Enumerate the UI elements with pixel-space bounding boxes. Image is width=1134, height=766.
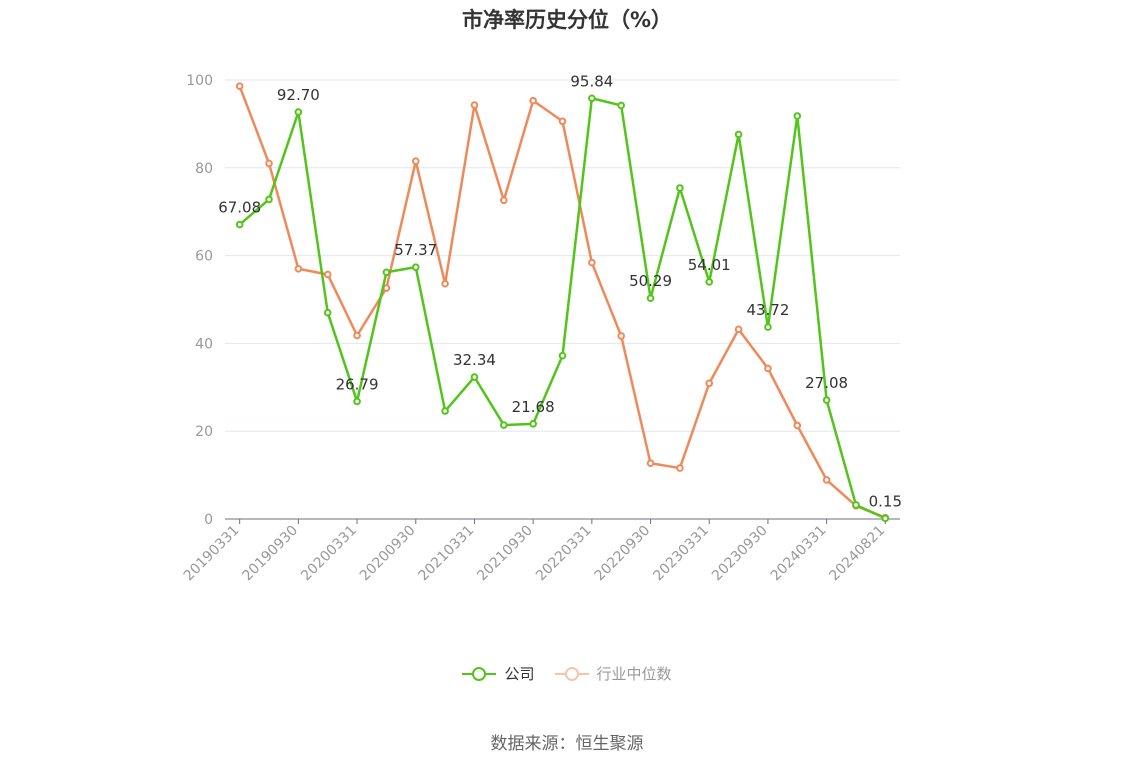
data-point — [470, 373, 479, 381]
y-tick-label: 60 — [195, 249, 213, 265]
data-label: 95.84 — [570, 72, 613, 90]
y-tick-label: 20 — [195, 424, 213, 440]
data-point — [470, 101, 479, 109]
data-point — [294, 264, 303, 273]
data-point — [235, 82, 244, 90]
x-tick-label: 20190331 — [181, 523, 243, 585]
data-point — [382, 268, 391, 277]
data-point — [588, 94, 596, 103]
series-lines — [235, 82, 890, 523]
data-label: 54.01 — [688, 256, 731, 274]
data-point — [265, 195, 273, 204]
legend-label: 公司 — [504, 665, 535, 683]
data-point — [558, 351, 567, 360]
data-label: 27.08 — [805, 374, 848, 392]
data-point — [529, 420, 537, 428]
data-point — [793, 112, 802, 120]
data-point — [323, 308, 332, 317]
data-point — [411, 157, 420, 166]
data-point — [734, 325, 743, 334]
data-label: 43.72 — [746, 301, 789, 319]
data-point — [705, 278, 714, 286]
x-tick-label: 20200930 — [357, 523, 419, 585]
data-point — [235, 220, 244, 229]
x-tick-label: 20190930 — [239, 523, 301, 585]
data-point — [441, 279, 449, 288]
x-tick-label: 20230930 — [709, 523, 771, 585]
x-tick-label: 20210930 — [474, 523, 536, 585]
data-labels: 67.08 92.70 26.79 57.37 32.34 21.68 95.84 50.29… — [218, 72, 902, 510]
data-point — [764, 364, 772, 373]
data-point — [676, 464, 684, 472]
data-label: 57.37 — [394, 241, 437, 259]
y-tick-label: 40 — [195, 336, 213, 352]
x-tick-label: 20220930 — [592, 523, 654, 585]
data-point — [764, 323, 772, 331]
x-tick-label: 20230331 — [650, 523, 712, 585]
data-point — [852, 501, 860, 509]
data-point — [793, 421, 802, 430]
data-point — [500, 196, 508, 205]
x-tick-label: 20240331 — [768, 523, 830, 585]
data-point — [500, 421, 508, 429]
data-point — [822, 476, 831, 484]
source-note: 数据来源：恒生聚源 — [490, 734, 644, 754]
data-label: 67.08 — [218, 199, 261, 217]
data-point — [411, 263, 420, 271]
legend-item-company[interactable]: 公司 — [462, 663, 535, 684]
data-label: 32.34 — [453, 351, 496, 369]
data-point — [617, 332, 625, 340]
data-point — [558, 117, 567, 126]
data-point — [822, 396, 831, 404]
legend-marker-icon — [554, 666, 589, 681]
data-label: 21.68 — [512, 398, 555, 416]
data-point — [646, 459, 655, 468]
data-point — [265, 159, 273, 168]
data-point — [881, 514, 890, 523]
data-point — [529, 96, 537, 105]
legend-label: 行业中位数 — [596, 665, 672, 683]
data-point — [353, 331, 361, 340]
data-point — [441, 407, 449, 415]
data-label: 50.29 — [629, 272, 672, 290]
legend: 公司 行业中位数 — [0, 663, 1134, 684]
data-point — [705, 379, 714, 388]
legend-circle — [472, 666, 487, 681]
y-tick-label: 80 — [195, 161, 213, 177]
data-point — [646, 294, 655, 303]
data-label: 26.79 — [336, 375, 379, 393]
data-point — [588, 258, 596, 267]
chart-title: 市净率历史分位（%） — [461, 8, 673, 32]
data-point — [676, 184, 684, 192]
legend-item-industry-median[interactable]: 行业中位数 — [554, 663, 672, 684]
x-tick-label: 20200331 — [298, 523, 360, 585]
y-tick-label: 0 — [204, 512, 213, 528]
y-tick-label: 100 — [186, 73, 213, 89]
legend-marker-icon — [462, 666, 497, 681]
x-tick-label: 20210331 — [416, 523, 478, 585]
data-point — [617, 101, 625, 110]
x-tick-label: 20220331 — [533, 523, 595, 585]
x-tick-label: 20240821 — [826, 523, 888, 585]
data-label: 0.15 — [869, 492, 902, 510]
data-point — [353, 397, 361, 406]
legend-circle — [564, 666, 579, 681]
data-label: 92.70 — [277, 86, 320, 104]
data-point — [734, 130, 743, 139]
data-point — [294, 108, 303, 116]
data-point — [323, 270, 332, 279]
